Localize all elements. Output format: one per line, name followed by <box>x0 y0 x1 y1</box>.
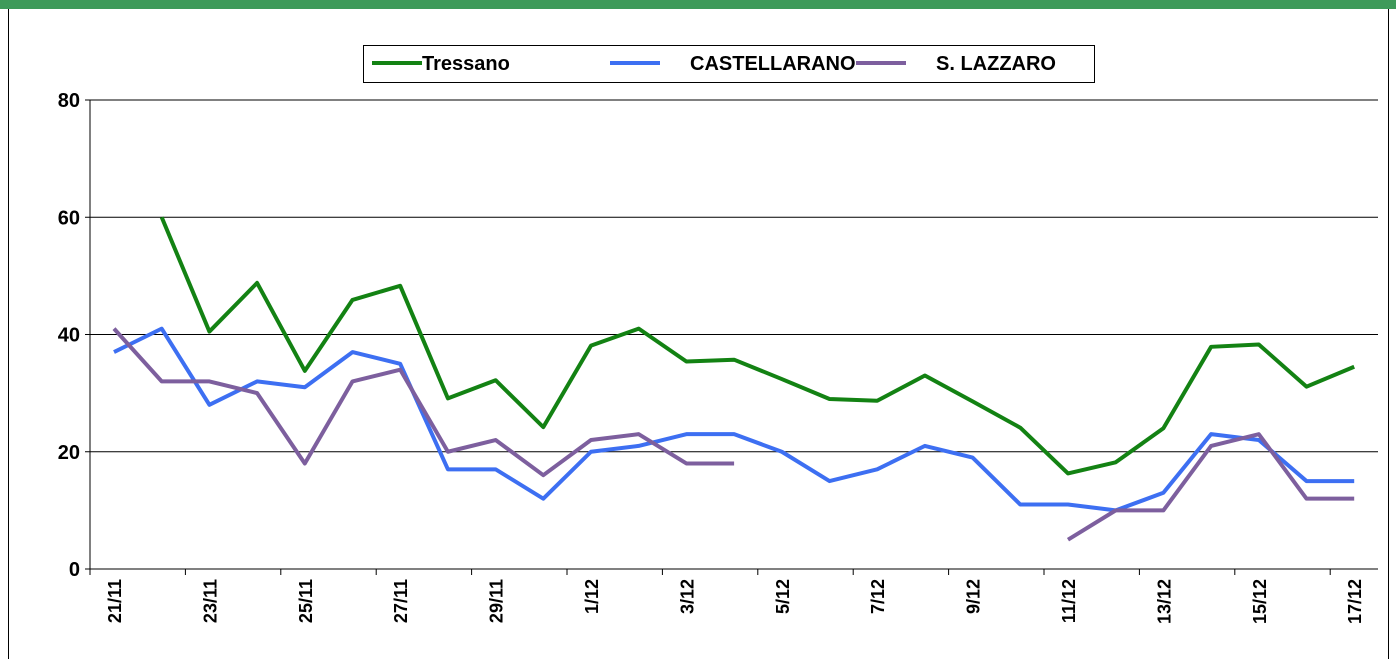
x-tick-label: 13/12 <box>1154 579 1174 624</box>
legend-label: Tressano <box>422 53 510 75</box>
x-tick-label: 7/12 <box>868 579 888 614</box>
x-tick-label: 1/12 <box>582 579 602 614</box>
x-tick-label: 5/12 <box>773 579 793 614</box>
y-tick-label: 80 <box>58 90 80 112</box>
header-bar <box>0 0 1396 9</box>
x-tick-label: 23/11 <box>200 579 220 623</box>
legend-label: S. LAZZARO <box>936 53 1056 75</box>
x-tick-label: 15/12 <box>1250 579 1270 624</box>
y-tick-label: 60 <box>58 207 80 229</box>
legend-box <box>363 45 1095 83</box>
y-tick-label: 40 <box>58 325 80 347</box>
x-tick-label: 27/11 <box>391 579 411 623</box>
series-line <box>113 326 1355 513</box>
x-tick-label: 9/12 <box>964 579 984 614</box>
x-tick-label: 29/11 <box>487 579 507 623</box>
y-tick-label: 0 <box>69 559 80 581</box>
x-tick-label: 17/12 <box>1345 579 1365 624</box>
series-line <box>112 327 1355 542</box>
x-tick-label: 11/12 <box>1059 579 1079 623</box>
series-line <box>159 216 1355 476</box>
x-tick-label: 25/11 <box>296 579 316 623</box>
x-tick-label: 3/12 <box>677 579 697 614</box>
y-tick-label: 20 <box>58 442 80 464</box>
legend-label: CASTELLARANO <box>690 53 856 75</box>
x-tick-label: 21/11 <box>105 579 125 623</box>
